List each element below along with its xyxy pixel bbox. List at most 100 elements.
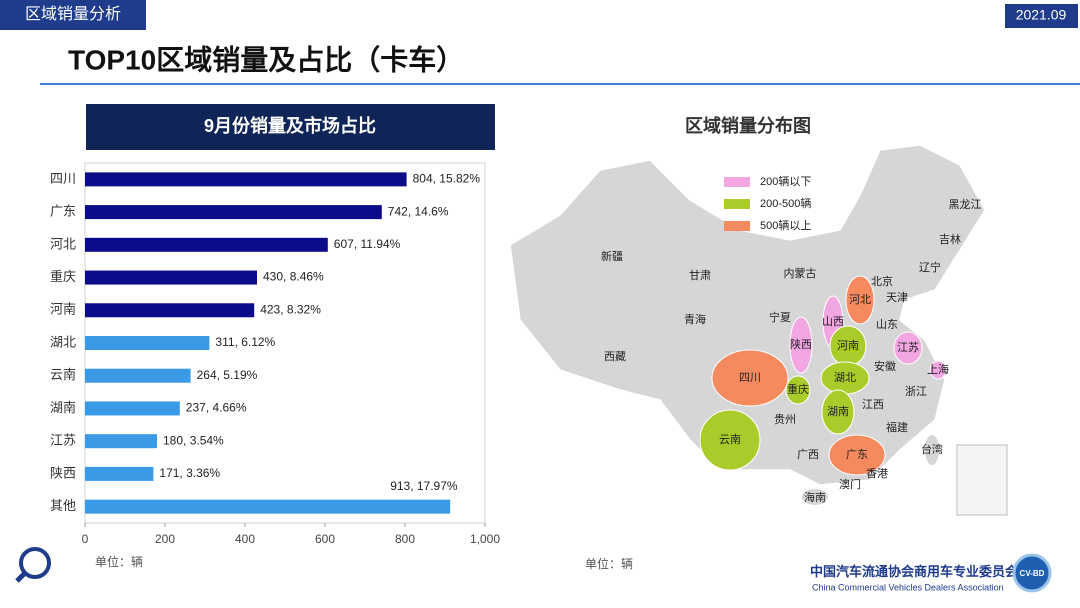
date-tag — [1005, 4, 1078, 28]
search-icon — [19, 547, 51, 579]
province-label: 北京 — [871, 274, 893, 288]
province-label: 福建 — [886, 420, 908, 434]
y-tick-label: 陕西 — [50, 465, 76, 480]
inset-map — [956, 444, 1008, 516]
x-tick-label: 0 — [82, 532, 89, 546]
province-label: 河南 — [837, 339, 859, 352]
province-label: 宁夏 — [769, 310, 791, 324]
org-cn: 中国汽车流通协会商用车专业委员会 — [810, 564, 1019, 579]
province-label: 新疆 — [601, 249, 623, 263]
x-tick-label: 200 — [155, 532, 175, 546]
y-tick-label: 湖南 — [50, 400, 76, 415]
org-en: China Commercial Vehicles Dealers Associ… — [812, 582, 1004, 592]
legend-label: 200辆以下 — [760, 174, 811, 188]
bar — [85, 237, 328, 252]
province-label: 天津 — [886, 291, 908, 304]
value-label: 804, 15.82% — [413, 172, 481, 186]
province-label: 香港 — [866, 467, 888, 480]
province-fill — [789, 316, 813, 374]
search-icon-handle — [15, 571, 27, 583]
date: 2021.09 — [1016, 7, 1067, 23]
y-tick-label: 湖北 — [50, 334, 76, 349]
legend-swatch — [724, 199, 750, 209]
province-label: 江西 — [862, 398, 884, 411]
section-tag — [0, 0, 146, 30]
y-tick-label: 广东 — [50, 204, 76, 219]
province-fill — [893, 331, 923, 365]
map-title: 区域销量分布图 — [685, 115, 811, 136]
y-tick-label: 河北 — [50, 236, 76, 251]
value-label: 742, 14.6% — [388, 204, 449, 218]
bar — [85, 499, 451, 514]
y-tick-label: 四川 — [50, 171, 76, 186]
value-label: 180, 3.54% — [163, 433, 224, 447]
province-label: 贵州 — [774, 413, 796, 426]
province-label: 安徽 — [874, 359, 896, 373]
province-label: 山东 — [876, 318, 898, 331]
province-label: 广西 — [797, 448, 819, 461]
province-label: 陕西 — [790, 337, 812, 351]
province-fill — [828, 434, 886, 476]
value-label: 311, 6.12% — [215, 335, 275, 349]
badge-text: CV-BD — [1020, 569, 1045, 578]
province-label: 浙江 — [905, 385, 927, 398]
province-label: 湖北 — [834, 371, 856, 384]
y-tick-label: 云南 — [50, 367, 76, 382]
section-title: 区域销量分析 — [25, 5, 121, 23]
value-label: 913, 17.97% — [390, 479, 458, 493]
province-label: 内蒙古 — [784, 266, 817, 280]
x-axis-label: 单位：辆 — [95, 554, 143, 569]
value-label: 264, 5.19% — [197, 368, 258, 382]
province-fill — [929, 360, 947, 380]
bar — [85, 434, 157, 449]
chart-title: 9月份销量及市场占比 — [204, 115, 376, 136]
province-label: 海南 — [804, 490, 826, 504]
province-label: 山西 — [822, 315, 844, 328]
bar — [85, 172, 407, 187]
legend-swatch — [724, 221, 750, 231]
chart-title-box — [86, 104, 495, 150]
bar — [85, 303, 255, 318]
value-label: 423, 8.32% — [260, 302, 321, 316]
province-label: 河北 — [849, 293, 871, 306]
bar — [85, 466, 154, 481]
province-fill — [711, 349, 789, 407]
province-label: 上海 — [927, 362, 949, 376]
x-tick-label: 1,000 — [470, 532, 500, 546]
taiwan-shape — [925, 435, 939, 465]
province-label: 吉林 — [939, 232, 961, 246]
badge — [1012, 553, 1052, 593]
bar — [85, 401, 180, 416]
legend-swatch — [724, 177, 750, 187]
y-tick-label: 江苏 — [50, 433, 76, 448]
value-label: 171, 3.36% — [159, 466, 220, 480]
x-tick-label: 400 — [235, 532, 255, 546]
legend-label: 200-500辆 — [760, 196, 811, 210]
y-tick-label: 其他 — [50, 498, 76, 513]
province-fill — [785, 375, 811, 405]
value-label: 430, 8.46% — [263, 270, 324, 284]
province-label: 黑龙江 — [949, 198, 982, 211]
bar — [85, 368, 191, 383]
province-label: 青海 — [684, 312, 706, 326]
province-label: 辽宁 — [919, 260, 941, 274]
hainan-shape — [802, 489, 828, 505]
map-outline — [509, 144, 986, 486]
province-label: 台湾 — [921, 442, 943, 456]
province-label: 澳门 — [839, 477, 861, 491]
province-label: 重庆 — [787, 382, 809, 396]
value-label: 237, 4.66% — [186, 401, 247, 415]
value-label: 607, 11.94% — [334, 237, 401, 251]
province-label: 甘肃 — [689, 269, 711, 282]
y-tick-label: 重庆 — [50, 269, 76, 284]
bar — [85, 205, 382, 220]
legend-label: 500辆以上 — [760, 218, 811, 232]
province-label: 广东 — [846, 448, 868, 461]
y-tick-label: 河南 — [50, 302, 76, 317]
x-tick-label: 600 — [315, 532, 335, 546]
province-label: 江苏 — [897, 341, 919, 354]
bar — [85, 336, 210, 350]
province-label: 四川 — [739, 372, 761, 384]
